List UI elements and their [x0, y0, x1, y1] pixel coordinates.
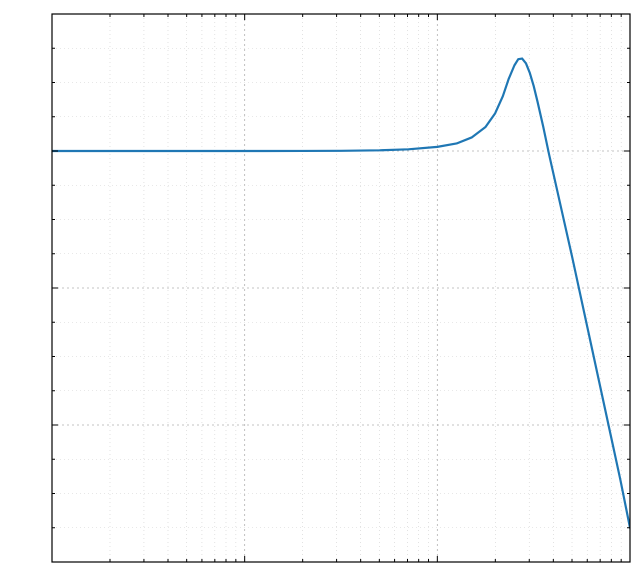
bode-magnitude-chart	[0, 0, 640, 584]
chart-container	[0, 0, 640, 584]
